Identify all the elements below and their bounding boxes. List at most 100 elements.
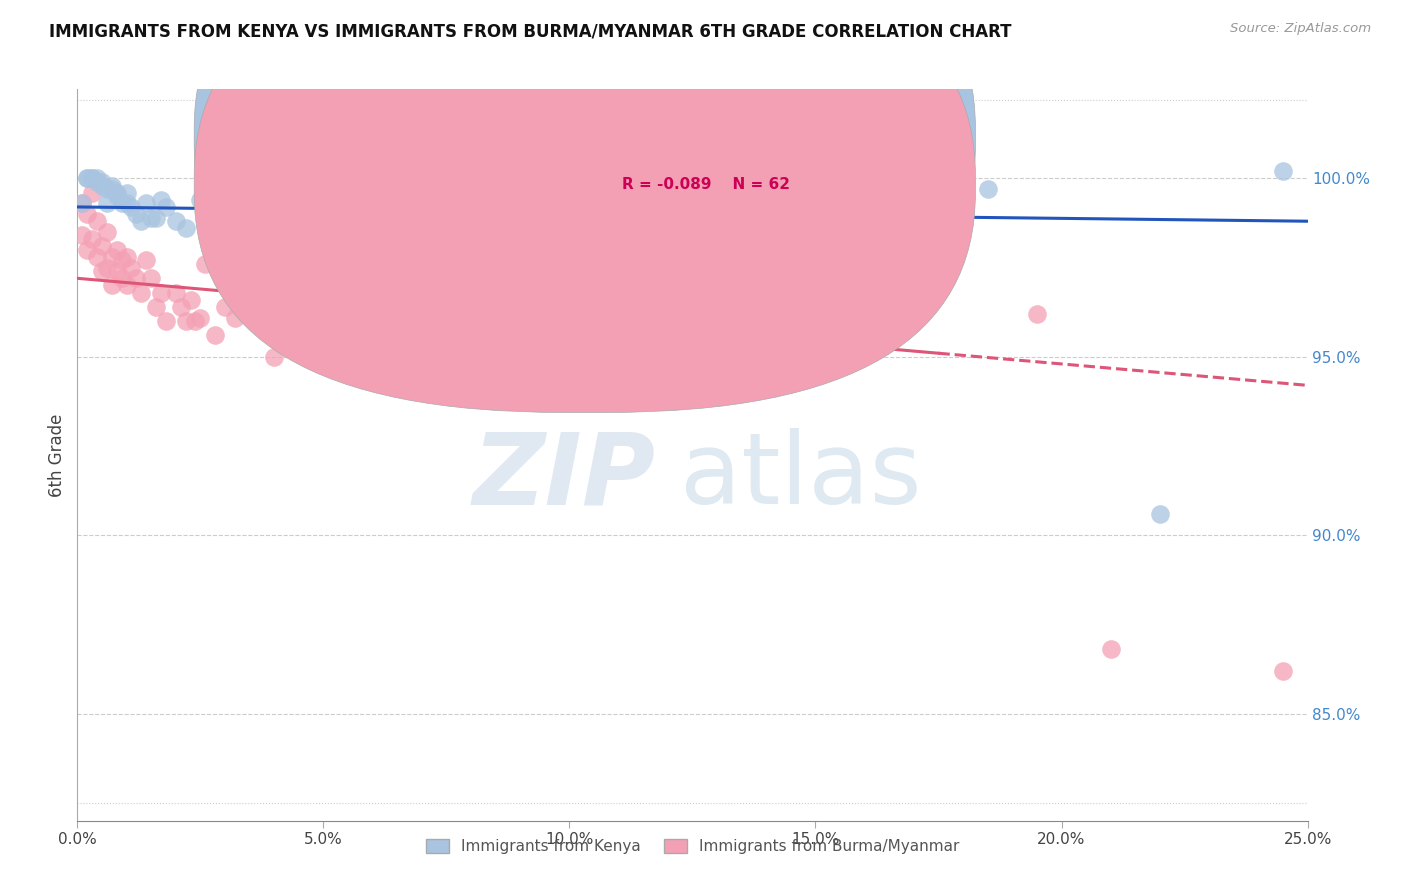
Text: R = -0.057    N = 39: R = -0.057 N = 39 <box>623 129 790 145</box>
Point <box>780 357 803 371</box>
Point <box>1272 164 1295 178</box>
Point <box>96 196 118 211</box>
Point <box>90 239 114 253</box>
Point <box>121 200 143 214</box>
Point <box>129 214 153 228</box>
Point <box>70 228 93 243</box>
Point <box>76 207 98 221</box>
Point <box>101 182 124 196</box>
Point <box>337 321 360 335</box>
Point <box>111 271 132 285</box>
Point <box>115 250 138 264</box>
Point <box>90 264 114 278</box>
Point <box>86 214 108 228</box>
Point <box>436 346 458 360</box>
FancyBboxPatch shape <box>194 0 976 365</box>
Legend: Immigrants from Kenya, Immigrants from Burma/Myanmar: Immigrants from Kenya, Immigrants from B… <box>419 833 966 861</box>
Point <box>928 278 950 293</box>
Point <box>150 193 173 207</box>
Point <box>82 171 104 186</box>
Point <box>115 278 138 293</box>
Point <box>82 171 104 186</box>
Point <box>1272 664 1295 678</box>
Point <box>121 260 143 275</box>
FancyBboxPatch shape <box>194 0 976 412</box>
Point <box>534 364 557 378</box>
Point <box>180 293 202 307</box>
Point <box>239 285 262 300</box>
Point <box>70 196 93 211</box>
Point <box>214 300 236 314</box>
Point <box>115 196 138 211</box>
Text: atlas: atlas <box>681 428 922 525</box>
Point <box>188 193 212 207</box>
Point <box>1099 642 1122 657</box>
Point <box>111 196 132 211</box>
Point <box>145 211 167 225</box>
Point <box>361 207 384 221</box>
Point <box>141 211 163 225</box>
Point <box>90 178 114 193</box>
Point <box>273 303 295 318</box>
Point <box>288 328 311 343</box>
Point <box>105 186 128 200</box>
Point <box>214 207 236 221</box>
FancyBboxPatch shape <box>533 103 927 213</box>
Point <box>174 314 197 328</box>
Point <box>204 328 226 343</box>
Point <box>174 221 197 235</box>
Point <box>385 300 409 314</box>
Point <box>1026 307 1049 321</box>
Point <box>194 257 217 271</box>
Point <box>155 200 177 214</box>
Point <box>86 175 108 189</box>
Point <box>165 285 187 300</box>
Point <box>657 193 679 207</box>
Point <box>70 196 93 211</box>
Point <box>115 186 138 200</box>
Point <box>312 293 335 307</box>
Point <box>830 285 852 300</box>
Point <box>90 175 114 189</box>
Point <box>977 182 1000 196</box>
Point <box>239 200 262 214</box>
Point <box>558 335 581 350</box>
Text: Source: ZipAtlas.com: Source: ZipAtlas.com <box>1230 22 1371 36</box>
Point <box>129 285 153 300</box>
Point <box>101 278 124 293</box>
Point <box>141 271 163 285</box>
Point <box>436 207 458 221</box>
Point <box>145 300 167 314</box>
Point <box>150 285 173 300</box>
Point <box>135 253 157 268</box>
Point <box>105 243 128 257</box>
Point <box>101 178 124 193</box>
Point <box>460 314 482 328</box>
Point <box>155 314 177 328</box>
Point <box>105 264 128 278</box>
Point <box>682 293 704 307</box>
Point <box>86 171 108 186</box>
Point <box>411 207 433 221</box>
Y-axis label: 6th Grade: 6th Grade <box>48 413 66 497</box>
Point <box>731 357 754 371</box>
Point <box>125 271 148 285</box>
Point <box>76 171 98 186</box>
Point <box>170 300 193 314</box>
Point <box>82 232 104 246</box>
Point <box>76 243 98 257</box>
Point <box>96 225 118 239</box>
Point <box>96 182 118 196</box>
Point <box>86 250 108 264</box>
Point <box>111 253 132 268</box>
Point <box>657 314 679 328</box>
Point <box>82 186 104 200</box>
Point <box>204 207 226 221</box>
Text: IMMIGRANTS FROM KENYA VS IMMIGRANTS FROM BURMA/MYANMAR 6TH GRADE CORRELATION CHA: IMMIGRANTS FROM KENYA VS IMMIGRANTS FROM… <box>49 22 1012 40</box>
Point <box>96 260 118 275</box>
Point <box>509 328 531 343</box>
Point <box>361 293 384 307</box>
Point <box>165 214 187 228</box>
Text: ZIP: ZIP <box>472 428 655 525</box>
Point <box>253 271 276 285</box>
